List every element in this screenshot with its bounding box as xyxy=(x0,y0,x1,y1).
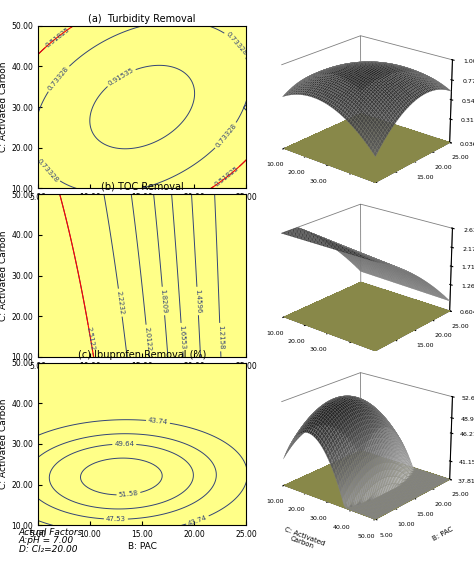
Text: Actual Factors: Actual Factors xyxy=(19,528,83,537)
X-axis label: B: PAC: B: PAC xyxy=(128,542,156,551)
Title: (c) Ibuprofen Removal (%): (c) Ibuprofen Removal (%) xyxy=(78,351,206,360)
Text: 2.0122: 2.0122 xyxy=(143,327,152,351)
Text: 1.6553: 1.6553 xyxy=(178,325,186,349)
Text: A:pH = 7.00: A:pH = 7.00 xyxy=(19,536,74,545)
X-axis label: C: Activated
Carbon: C: Activated Carbon xyxy=(281,357,326,384)
Y-axis label: C: Activated Carbon: C: Activated Carbon xyxy=(0,62,9,152)
Text: 47.53: 47.53 xyxy=(106,516,126,522)
Y-axis label: B: PAC: B: PAC xyxy=(432,189,455,205)
Text: 1.8209: 1.8209 xyxy=(159,288,167,313)
Text: 0.73328: 0.73328 xyxy=(225,31,249,57)
Text: 43.74: 43.74 xyxy=(187,514,208,526)
Text: 51.58: 51.58 xyxy=(118,490,139,498)
Y-axis label: B: PAC: B: PAC xyxy=(432,526,455,542)
Text: 0.51825: 0.51825 xyxy=(214,166,240,188)
Text: 1.4596: 1.4596 xyxy=(194,288,201,313)
Y-axis label: C: Activated Carbon: C: Activated Carbon xyxy=(0,399,9,489)
Text: 2.2232: 2.2232 xyxy=(116,290,125,315)
Text: D: Cl₂=20.00: D: Cl₂=20.00 xyxy=(19,545,77,554)
Title: (a)  Turbidity Removal: (a) Turbidity Removal xyxy=(89,14,196,23)
Text: 0.73328: 0.73328 xyxy=(215,123,238,149)
Text: 2.5122: 2.5122 xyxy=(86,327,96,351)
X-axis label: C: Activated
Carbon: C: Activated Carbon xyxy=(281,189,326,216)
Text: 43.74: 43.74 xyxy=(148,417,168,426)
Y-axis label: B: PAC: B: PAC xyxy=(432,357,455,373)
Text: 49.64: 49.64 xyxy=(114,441,134,447)
Title: (b) TOC Removal: (b) TOC Removal xyxy=(101,182,183,192)
X-axis label: B: PAC: B: PAC xyxy=(128,205,156,214)
X-axis label: B: PAC: B: PAC xyxy=(128,373,156,383)
Text: 1.2158: 1.2158 xyxy=(217,325,224,349)
Text: 0.91535: 0.91535 xyxy=(107,67,135,87)
Text: 0.73328: 0.73328 xyxy=(36,158,59,183)
Y-axis label: C: Activated Carbon: C: Activated Carbon xyxy=(0,230,9,321)
X-axis label: C: Activated
Carbon: C: Activated Carbon xyxy=(281,526,326,553)
Text: 0.51825: 0.51825 xyxy=(44,26,71,49)
Text: 0.73328: 0.73328 xyxy=(46,65,70,91)
